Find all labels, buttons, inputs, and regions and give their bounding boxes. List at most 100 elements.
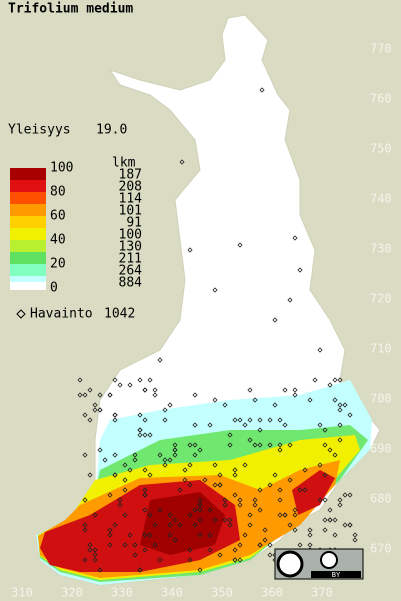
marker	[237, 242, 243, 248]
marker	[277, 487, 283, 493]
marker	[122, 512, 128, 518]
marker	[317, 497, 323, 503]
marker	[267, 552, 273, 558]
marker	[187, 462, 193, 468]
marker	[272, 472, 278, 478]
map	[35, 14, 381, 586]
marker	[242, 422, 248, 428]
marker	[337, 402, 343, 408]
y-axis-label: 710	[370, 342, 392, 356]
marker	[112, 452, 118, 458]
marker	[97, 407, 103, 413]
marker	[132, 552, 138, 558]
y-axis-label: 700	[370, 392, 392, 406]
marker	[147, 432, 153, 438]
marker	[192, 392, 198, 398]
zone-darkred	[140, 492, 225, 555]
marker	[197, 507, 203, 513]
marker	[352, 532, 358, 538]
diamond-icon	[16, 309, 26, 319]
marker	[197, 517, 203, 523]
marker	[207, 532, 213, 538]
marker	[132, 457, 138, 463]
marker	[222, 402, 228, 408]
y-axis-label: 750	[370, 142, 392, 156]
y-axis-label: 670	[370, 542, 392, 556]
marker	[177, 522, 183, 528]
marker	[232, 467, 238, 473]
marker	[287, 522, 293, 528]
marker	[342, 402, 348, 408]
scale-band	[10, 252, 46, 264]
marker	[259, 87, 265, 93]
marker	[302, 467, 308, 473]
marker	[82, 392, 88, 398]
marker	[337, 437, 343, 443]
marker	[327, 447, 333, 453]
x-axis-label: 350	[211, 586, 233, 600]
marker	[82, 527, 88, 533]
zone-red-east	[292, 470, 335, 515]
x-axis-label: 330	[111, 586, 133, 600]
scale-band	[10, 204, 46, 216]
marker	[137, 427, 143, 433]
badge-strip	[311, 571, 361, 578]
marker	[87, 417, 93, 423]
marker	[222, 497, 228, 503]
marker	[152, 542, 158, 548]
count-label: 130	[119, 240, 142, 255]
marker	[117, 382, 123, 388]
count-label: 208	[119, 180, 142, 195]
marker	[127, 382, 133, 388]
marker	[332, 532, 338, 538]
count-label: 91	[126, 216, 142, 231]
marker	[322, 517, 328, 523]
marker	[107, 542, 113, 548]
marker	[167, 522, 173, 528]
marker	[192, 452, 198, 458]
marker	[242, 462, 248, 468]
marker	[157, 557, 163, 563]
marker	[232, 472, 238, 478]
marker	[327, 507, 333, 513]
marker	[87, 472, 93, 478]
license-text: BY	[332, 571, 341, 579]
marker	[222, 517, 228, 523]
marker	[267, 482, 273, 488]
marker	[232, 557, 238, 563]
scale-band	[10, 228, 46, 240]
marker	[187, 247, 193, 253]
x-axis-label: 370	[311, 586, 333, 600]
y-axis-label: 740	[370, 192, 392, 206]
marker	[82, 452, 88, 458]
marker	[147, 472, 153, 478]
marker	[87, 547, 93, 553]
marker	[232, 492, 238, 498]
scale-label: 100	[50, 161, 73, 176]
observations-label: Havainto	[30, 307, 93, 322]
marker	[257, 487, 263, 493]
marker	[237, 417, 243, 423]
marker	[337, 502, 343, 508]
marker	[212, 482, 218, 488]
marker	[317, 422, 323, 428]
scale-label: 80	[50, 185, 66, 200]
marker	[337, 422, 343, 428]
marker	[267, 542, 273, 548]
marker	[92, 547, 98, 553]
marker	[197, 532, 203, 538]
marker	[282, 387, 288, 393]
marker	[152, 387, 158, 393]
marker	[187, 557, 193, 563]
marker	[227, 517, 233, 523]
marker	[297, 267, 303, 273]
marker	[292, 392, 298, 398]
marker	[297, 487, 303, 493]
marker	[332, 452, 338, 458]
marker	[317, 347, 323, 353]
marker	[167, 512, 173, 518]
marker	[227, 522, 233, 528]
marker	[97, 447, 103, 453]
marker	[297, 542, 303, 548]
marker	[337, 377, 343, 383]
